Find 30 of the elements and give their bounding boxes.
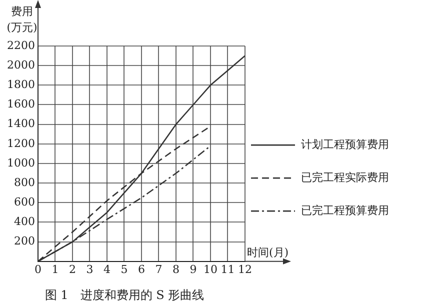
x-tick-label: 0	[34, 262, 42, 276]
y-tick-label: 1600	[6, 98, 35, 111]
x-tick-label: 4	[103, 262, 110, 276]
y-tick-label: 200	[14, 234, 35, 248]
legend-label: 已完工程预算费用	[301, 204, 389, 217]
y-tick-label: 2200	[6, 38, 35, 52]
legend-label: 计划工程预算费用	[301, 138, 389, 151]
x-tick-label: 6	[138, 262, 145, 276]
x-axis-title: 时间(月)	[247, 246, 289, 259]
x-tick-label: 12	[238, 262, 252, 276]
x-tick-label: 5	[120, 262, 128, 276]
y-axis-title: 费用 (万元)	[6, 4, 38, 34]
x-tick-label: 1	[52, 262, 59, 276]
x-tick-label: 11	[220, 262, 235, 276]
y-tick-label: 400	[14, 215, 35, 228]
text: 图 1 进度和费用的 S 形曲线	[44, 288, 204, 302]
y-tick-label: 1000	[6, 156, 35, 170]
y-tick-label: 2000	[6, 58, 35, 72]
y-tick-label: 800	[14, 176, 35, 189]
y-tick-label: 600	[14, 196, 35, 209]
x-tick-label: 2	[68, 262, 76, 276]
x-tick-label: 7	[155, 262, 162, 276]
legend-label: 已完工程实际费用	[301, 170, 389, 184]
x-tick-label: 10	[204, 262, 218, 276]
y-tick-label: 1800	[6, 78, 35, 92]
y-tick-label: 1200	[6, 136, 35, 150]
x-tick-label: 8	[172, 262, 180, 276]
x-tick-label: 9	[190, 262, 197, 276]
x-tick-label: 3	[86, 262, 94, 276]
y-tick-label: 1400	[6, 117, 35, 130]
